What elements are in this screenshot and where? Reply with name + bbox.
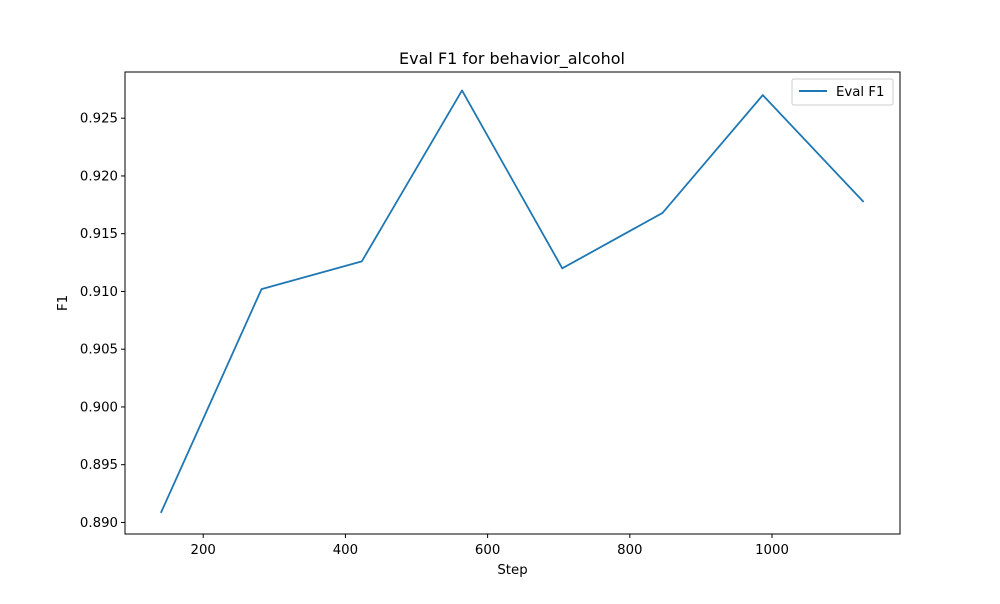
plot-area	[125, 72, 900, 534]
x-tick-label: 200	[191, 543, 216, 558]
y-axis-label: F1	[56, 295, 71, 311]
y-tick-label: 0.925	[80, 112, 118, 127]
chart-title: Eval F1 for behavior_alcohol	[399, 49, 625, 69]
y-tick-label: 0.905	[80, 343, 118, 358]
y-tick-label: 0.895	[80, 458, 118, 473]
x-tick-label: 400	[333, 543, 358, 558]
y-tick-label: 0.910	[80, 285, 118, 300]
y-tick-label: 0.890	[80, 516, 118, 531]
legend-label: Eval F1	[836, 85, 884, 100]
y-tick-label: 0.900	[80, 400, 118, 415]
y-tick-label: 0.920	[80, 169, 118, 184]
x-tick-label: 600	[475, 543, 500, 558]
y-tick-label: 0.915	[80, 227, 118, 242]
x-tick-label: 800	[617, 543, 642, 558]
x-tick-label: 1000	[755, 543, 789, 558]
x-axis-label: Step	[497, 563, 527, 578]
legend: Eval F1	[792, 79, 893, 105]
